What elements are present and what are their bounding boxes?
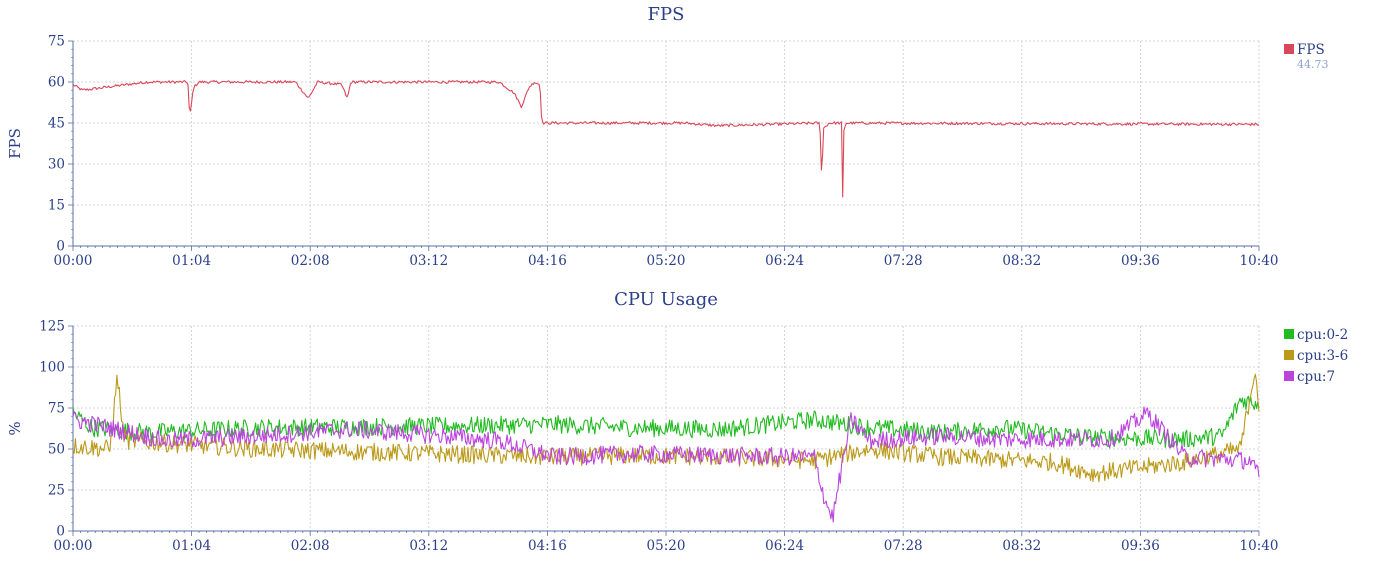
- chart-title: FPS: [648, 4, 685, 25]
- y-axis-label: %: [6, 421, 24, 435]
- legend-value: 44.73: [1297, 58, 1329, 71]
- x-tick-label: 00:00: [54, 253, 93, 269]
- series-line-fps: [72, 80, 1260, 198]
- x-tick-label: 05:20: [647, 538, 686, 554]
- legend-label: FPS: [1297, 42, 1325, 58]
- y-tick-label: 100: [39, 360, 65, 376]
- x-tick-label: 08:32: [1002, 538, 1041, 554]
- x-tick-label: 06:24: [765, 538, 804, 554]
- x-tick-label: 10:40: [1240, 253, 1279, 269]
- chart-0: FPS FPS 00:00 01:04 02:08 03:12 04:16 05:20 06:2…: [6, 4, 1329, 269]
- chart-1: CPU Usage% 00:00 01:04 02:08 03:12 04:16 05:20…: [6, 289, 1348, 554]
- x-tick-label: 06:24: [765, 253, 804, 269]
- legend-swatch: [1284, 350, 1294, 360]
- x-tick-label: 05:20: [647, 253, 686, 269]
- x-tick-label: 04:16: [528, 538, 567, 554]
- y-tick-label: 45: [48, 116, 65, 132]
- x-tick-label: 08:32: [1002, 253, 1041, 269]
- y-tick-label: 75: [48, 34, 65, 50]
- series-line-cpu-3-6: [72, 373, 1260, 483]
- y-tick-label: 60: [48, 75, 65, 91]
- chart-title: CPU Usage: [614, 289, 718, 310]
- x-tick-label: 10:40: [1240, 538, 1279, 554]
- y-tick-label: 75: [48, 401, 65, 417]
- legend-swatch: [1284, 329, 1294, 339]
- x-tick-label: 04:16: [528, 253, 567, 269]
- x-tick-label: 09:36: [1121, 538, 1160, 554]
- series-line-cpu-0-2: [72, 395, 1260, 448]
- x-tick-label: 07:28: [884, 538, 923, 554]
- legend-swatch: [1284, 371, 1294, 381]
- x-tick-label: 03:12: [409, 538, 448, 554]
- y-tick-label: 15: [48, 198, 65, 214]
- x-tick-label: 09:36: [1121, 253, 1160, 269]
- legend-label: cpu:7: [1297, 369, 1335, 385]
- y-tick-label: 125: [39, 319, 65, 335]
- x-tick-label: 07:28: [884, 253, 923, 269]
- y-tick-label: 25: [48, 483, 65, 499]
- x-tick-label: 00:00: [54, 538, 93, 554]
- x-tick-label: 01:04: [172, 253, 211, 269]
- x-tick-label: 02:08: [291, 538, 330, 554]
- y-tick-label: 0: [56, 524, 65, 540]
- x-tick-label: 03:12: [409, 253, 448, 269]
- y-axis-label: FPS: [6, 128, 24, 159]
- series-line-cpu-7: [72, 406, 1260, 523]
- y-tick-label: 50: [48, 442, 65, 458]
- y-tick-label: 30: [48, 157, 65, 173]
- legend-label: cpu:0-2: [1297, 327, 1348, 343]
- x-tick-label: 01:04: [172, 538, 211, 554]
- legend-swatch: [1284, 44, 1294, 54]
- legend-label: cpu:3-6: [1297, 348, 1348, 364]
- y-tick-label: 0: [56, 239, 65, 255]
- x-tick-label: 02:08: [291, 253, 330, 269]
